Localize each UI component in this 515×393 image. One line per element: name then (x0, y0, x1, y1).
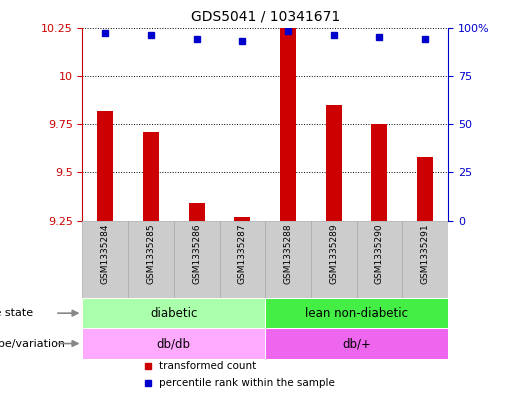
Text: GSM1335288: GSM1335288 (284, 223, 293, 284)
Bar (402, 221, 448, 298)
Bar (280, 0, 296, 221)
Text: percentile rank within the sample: percentile rank within the sample (159, 378, 335, 388)
Bar (417, 157, 433, 221)
Title: GDS5041 / 10341671: GDS5041 / 10341671 (191, 9, 340, 24)
Text: GSM1335287: GSM1335287 (238, 223, 247, 284)
Text: genotype/variation: genotype/variation (0, 338, 65, 349)
Text: GSM1335286: GSM1335286 (192, 223, 201, 284)
Bar (234, 217, 250, 221)
Text: GSM1335289: GSM1335289 (329, 223, 338, 284)
Bar (265, 221, 311, 298)
Text: diabetic: diabetic (150, 307, 197, 320)
Bar (128, 221, 174, 298)
Bar (174, 221, 219, 298)
Bar (265, 328, 448, 359)
Text: db/db: db/db (157, 337, 191, 350)
Text: GSM1335285: GSM1335285 (146, 223, 156, 284)
Bar (356, 221, 402, 298)
Bar (371, 124, 387, 221)
Text: GSM1335284: GSM1335284 (101, 223, 110, 283)
Bar (326, 105, 342, 221)
Bar (97, 110, 113, 221)
Bar (82, 328, 265, 359)
Bar (188, 203, 204, 221)
Text: disease state: disease state (0, 308, 33, 318)
Bar (82, 298, 265, 328)
Bar (143, 132, 159, 221)
Bar (82, 221, 128, 298)
Text: lean non-diabetic: lean non-diabetic (305, 307, 408, 320)
Text: transformed count: transformed count (159, 361, 256, 371)
Bar (311, 221, 356, 298)
Text: GSM1335291: GSM1335291 (421, 223, 430, 284)
Text: GSM1335290: GSM1335290 (375, 223, 384, 284)
Bar (265, 298, 448, 328)
Bar (219, 221, 265, 298)
Text: db/+: db/+ (342, 337, 371, 350)
